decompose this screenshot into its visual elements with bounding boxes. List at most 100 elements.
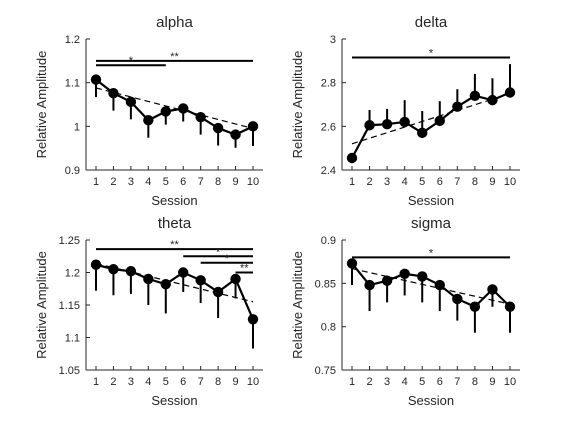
trend-line [351, 93, 511, 145]
data-point [504, 301, 516, 312]
y-tick-label: 1.2 [65, 34, 80, 46]
x-tick-label: 1 [349, 176, 355, 188]
y-tick-label: 1.1 [65, 78, 80, 90]
x-tick-label: 6 [437, 176, 443, 188]
significance-label: * [216, 246, 221, 258]
significance-label: * [429, 48, 434, 60]
trend-line [351, 268, 511, 305]
data-point [504, 87, 516, 98]
y-tick-label: 0.85 [315, 278, 336, 290]
x-tick-label: 6 [180, 176, 186, 188]
x-axis-label: Session [408, 393, 454, 408]
data-point [160, 279, 171, 290]
data-point [487, 284, 498, 295]
significance-label: ** [170, 51, 179, 63]
y-tick-label: 2.6 [321, 121, 336, 133]
significance-label: * [225, 253, 230, 265]
y-tick-label: 2.8 [321, 78, 336, 90]
series-line [95, 78, 254, 136]
data-point [143, 273, 154, 285]
x-tick-label: 5 [163, 376, 169, 388]
x-tick-label: 2 [110, 376, 116, 388]
data-point [417, 127, 428, 139]
x-tick-label: 3 [384, 176, 390, 188]
data-point [452, 293, 463, 305]
x-tick-label: 10 [247, 376, 259, 388]
chart-title: sigma [411, 215, 452, 232]
data-point [178, 103, 189, 114]
x-tick-label: 2 [110, 176, 116, 188]
x-tick-label: 7 [198, 376, 204, 388]
data-point [247, 314, 259, 325]
x-tick-label: 9 [489, 376, 495, 388]
x-tick-label: 10 [247, 176, 259, 188]
data-point [469, 301, 481, 312]
y-tick-label: 1 [74, 121, 80, 133]
x-tick-label: 1 [349, 376, 355, 388]
data-point [108, 87, 119, 99]
x-tick-label: 7 [454, 376, 460, 388]
trend-line [95, 87, 254, 130]
data-point [434, 279, 445, 291]
data-point [108, 264, 119, 275]
data-point [487, 94, 498, 106]
x-tick-label: 4 [145, 376, 151, 388]
series-line [351, 91, 511, 159]
data-point [381, 275, 393, 286]
x-tick-label: 3 [384, 376, 390, 388]
y-tick-label: 1.2 [65, 268, 80, 280]
y-tick-label: 3 [330, 34, 336, 46]
series-line [95, 263, 255, 320]
data-point [399, 116, 410, 128]
x-tick-label: 8 [215, 176, 221, 188]
data-point [247, 121, 259, 132]
x-tick-label: 4 [402, 376, 408, 388]
data-point [212, 286, 224, 298]
panel-theta: theta 1.05 1.1 1.15 1.2 1.25 1 2 3 4 5 6 7 8 9 10 Sessio… [34, 215, 263, 408]
y-tick-label: 0.8 [321, 322, 336, 334]
data-point [469, 90, 481, 101]
x-tick-label: 5 [163, 176, 169, 188]
x-tick-label: 9 [489, 176, 495, 188]
x-tick-label: 1 [93, 176, 99, 188]
x-tick-label: 3 [128, 376, 134, 388]
x-axis-label: Session [408, 193, 454, 208]
data-point [195, 111, 206, 123]
series-line [351, 262, 511, 309]
x-tick-label: 7 [198, 176, 204, 188]
data-point [364, 120, 375, 131]
chart-title: alpha [156, 14, 193, 31]
x-axis-label: Session [151, 393, 197, 408]
y-axis-label: Relative Amplitude [34, 251, 49, 359]
data-point [346, 258, 358, 269]
x-tick-label: 5 [419, 376, 425, 388]
significance-label: ** [170, 239, 179, 251]
x-tick-label: 10 [504, 176, 516, 188]
data-point [90, 74, 102, 85]
data-point [195, 275, 206, 286]
y-tick-label: 1.1 [65, 333, 80, 345]
y-axis-label: Relative Amplitude [34, 51, 49, 159]
data-point [364, 279, 375, 291]
data-point [125, 266, 137, 277]
x-tick-label: 6 [437, 376, 443, 388]
x-tick-label: 4 [145, 176, 151, 188]
x-tick-label: 3 [128, 176, 134, 188]
y-tick-label: 0.75 [315, 365, 336, 377]
x-axis-label: Session [151, 193, 197, 208]
x-tick-label: 9 [232, 376, 238, 388]
x-tick-label: 6 [180, 376, 186, 388]
y-tick-label: 0.9 [321, 235, 336, 247]
significance-label: ** [240, 263, 249, 275]
x-tick-label: 1 [93, 376, 99, 388]
data-point [399, 268, 410, 279]
x-tick-label: 8 [472, 376, 478, 388]
panel-sigma: sigma 0.75 0.8 0.85 0.9 1 2 3 4 5 6 7 8 9 10 Session Rel… [290, 215, 520, 408]
data-point [434, 115, 445, 127]
data-point [452, 101, 463, 112]
x-tick-label: 8 [472, 176, 478, 188]
x-tick-label: 10 [504, 376, 516, 388]
